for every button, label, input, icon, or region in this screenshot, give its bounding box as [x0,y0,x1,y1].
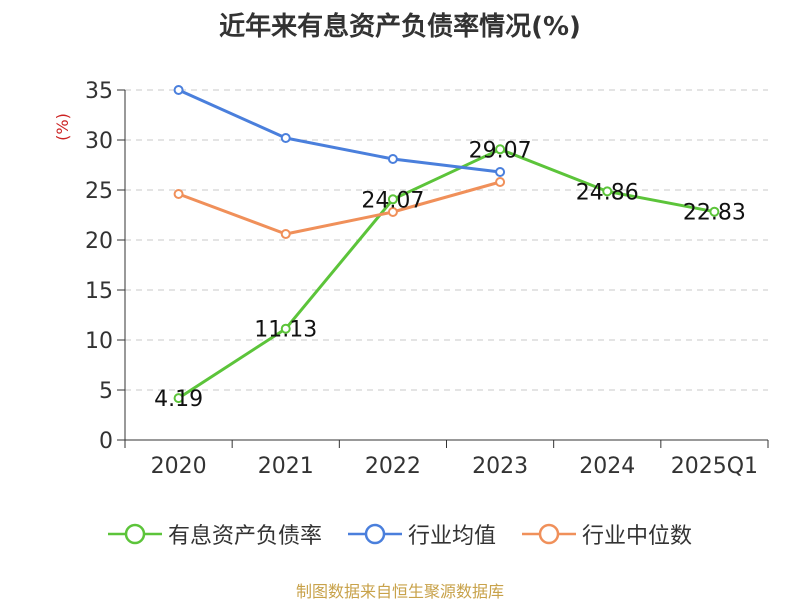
y-tick-label: 15 [85,279,113,304]
data-point [173,85,184,95]
legend-item[interactable]: 行业中位数 [522,518,692,550]
axes: 0 5 10 15 20 25 30 35 2020 2021 2022 2023 2024 2025Q1 [85,79,769,479]
grid-lines [125,89,768,391]
data-labels: 4.19 11.13 24.07 29.07 24.86 22.83 [154,138,746,412]
legend-item[interactable]: 行业均值 [347,518,496,550]
x-tick-label: 2022 [365,454,421,479]
y-tick-label: 25 [85,179,113,204]
data-label: 4.19 [154,387,203,412]
data-point [709,206,720,217]
data-point [387,194,398,205]
data-point [173,189,184,199]
y-tick-label: 5 [99,379,113,404]
legend-swatch-marker [538,523,560,545]
data-point [495,177,506,187]
data-point [602,186,613,197]
data-point [387,154,398,164]
legend-item[interactable]: 有息资产负债率 [107,518,322,550]
y-axis-label: (%) [53,113,72,141]
legend-label: 行业中位数 [582,524,693,549]
x-tick-label: 2024 [579,454,635,479]
legend-swatch-marker [124,523,146,545]
data-point [173,393,184,404]
data-label: 11.13 [254,318,317,343]
legend-swatch [522,523,576,545]
series-line-1 [177,88,501,174]
legend-label: 有息资产负债率 [167,524,322,549]
legend-swatch [107,523,162,545]
x-tick-label: 2023 [472,454,528,479]
data-point [280,229,291,239]
data-point [387,207,398,217]
data-label: 29.07 [469,138,532,163]
legend-label: 行业均值 [407,524,496,549]
chart-title: 近年来有息资产负债率情况(%) [219,12,581,42]
legend-swatch-marker [364,523,386,545]
series-line-0 [177,147,715,400]
data-point [280,133,291,143]
series-lines [173,85,720,404]
series-line-2 [178,180,501,236]
legend: 有息资产负债率 行业均值 行业中位数 [0,518,800,550]
data-label: 22.83 [683,201,746,226]
x-tick-label: 2021 [258,454,314,479]
data-point [280,323,291,334]
data-point [495,144,506,155]
data-label: 24.07 [361,188,424,213]
y-tick-label: 30 [85,129,113,154]
source-note: 制图数据来自恒生聚源数据库 [295,582,504,601]
data-label: 24.86 [576,180,639,205]
legend-swatch [347,523,402,545]
data-point [495,167,506,177]
x-tick-label: 2020 [151,454,207,479]
x-tick-label: 2025Q1 [671,454,758,479]
y-tick-label: 10 [85,329,113,354]
y-tick-label: 20 [85,229,113,254]
y-tick-label: 35 [85,79,113,104]
y-tick-label: 0 [99,429,113,454]
